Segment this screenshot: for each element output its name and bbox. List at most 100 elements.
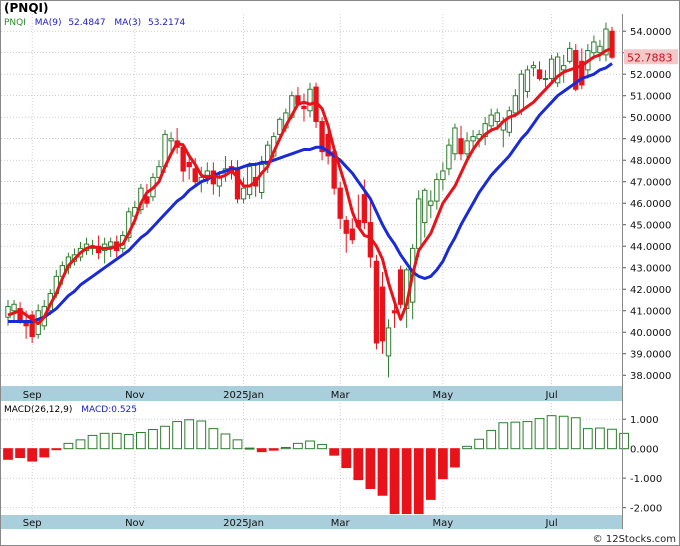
macd-bar [450,448,460,468]
candle-body [379,286,386,342]
candle [168,132,174,152]
candle-body [29,314,35,338]
macd-bar [510,421,521,450]
macd-bar [87,434,98,450]
macd-bar [15,448,25,459]
price-x-axis-band [1,386,622,401]
x-tick-label: Sep [23,518,42,529]
candle-body [301,105,307,110]
candle-body [452,127,458,155]
macd-bar [353,448,364,481]
price-y-tick-label: 39.0000 [630,350,671,361]
candle-body [204,170,210,176]
macd-bar [438,448,448,480]
candle [579,48,585,90]
candle [524,65,531,98]
candle-body [597,45,603,54]
macd-bar [401,448,412,515]
candle-body [518,73,525,112]
candle-body [391,310,398,314]
ma-legend: PNQI MA(9) 52.4847 MA(3) 53.2174 [4,18,185,28]
macd-y-tick-label: 0.000 [630,445,659,456]
legend-ma9-label: MA(9) [35,18,62,28]
price-y-tick-label: 47.0000 [630,178,671,189]
candle-body [319,121,325,153]
candle-body [446,144,452,170]
candle-body [416,198,422,249]
macd-bar [341,448,352,469]
macd-y-tick-label: 1.000 [630,415,659,426]
candle-body [512,95,519,114]
macd-bar [595,427,605,450]
ma3-line [7,46,613,326]
candle [561,54,567,83]
candle [29,310,35,343]
candle-body [168,138,174,142]
macd-bar [607,428,617,450]
macd-bar [365,448,376,489]
macd-bar [546,415,557,450]
macd-bar [462,445,472,450]
candle-body [108,241,114,247]
candle [277,117,283,139]
macd-bar [136,431,146,450]
price-y-tick-label: 48.0000 [630,156,671,167]
candle-body [144,196,150,204]
candle-body [470,136,476,142]
last-price-value: 52.7883 [627,51,673,64]
macd-histogram [3,415,629,515]
price-y-tick-label: 51.0000 [630,92,671,103]
macd-bar [63,442,74,450]
macd-bar [232,439,243,450]
price-x-axis-labels: Sep Nov 2025Jan Mar May Jul [23,390,558,401]
candle-body [603,28,609,56]
candle-body [434,179,440,202]
macd-bar [558,415,569,450]
candle [464,132,470,161]
price-y-tick-label: 45.0000 [630,221,671,232]
macd-grid [1,403,622,515]
candle-body [385,327,392,357]
candle-body [277,118,283,135]
candle-body [246,166,253,196]
price-y-tick-label: 44.0000 [630,242,671,253]
macd-bar [148,429,158,450]
macd-bar [244,447,255,450]
candle-body [240,187,247,200]
watermark: © 12Stocks.com [593,534,676,545]
macd-bar [389,448,400,515]
price-y-tick-label: 38.0000 [630,371,671,382]
x-tick-label: Jul [545,518,558,529]
macd-bar [111,432,122,450]
macd-bar [522,421,533,450]
macd-bar [256,448,267,453]
candle [458,125,464,161]
candle-body [506,110,512,133]
price-y-tick-label: 42.0000 [630,285,671,296]
x-tick-label: Nov [125,390,145,401]
candle [603,22,609,62]
macd-bar [123,434,134,450]
candle-body [609,30,615,58]
macd-bar [377,448,388,496]
candle [440,162,446,191]
chart-title: (PNQI) [4,1,48,15]
macd-x-axis-band [1,515,622,529]
macd-bar [196,420,207,450]
price-y-tick-label: 41.0000 [630,307,671,318]
candle-body [440,170,446,181]
candle [434,173,440,210]
candle-body [337,187,343,219]
candle-body [156,166,162,178]
candle-body [325,133,331,157]
last-price-tag: 52.7883 [624,49,678,65]
macd-bar [268,448,279,451]
candle [397,265,404,309]
candle [349,218,355,245]
candle [319,117,325,161]
macd-legend: MACD(26,12,9) MACD:0.525 [4,405,137,415]
candle-body [11,303,17,312]
macd-bar [27,448,38,462]
macd-bar [293,442,303,450]
candle [301,93,307,122]
